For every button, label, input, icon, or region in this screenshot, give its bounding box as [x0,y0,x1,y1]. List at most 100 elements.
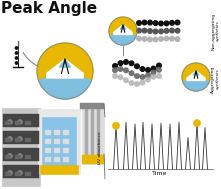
Bar [25,121,31,125]
Circle shape [135,64,139,69]
Circle shape [129,81,134,85]
Circle shape [129,61,134,66]
Circle shape [159,37,163,41]
Circle shape [137,28,141,33]
Circle shape [153,37,158,42]
Bar [2,108,40,186]
Circle shape [175,28,180,33]
Circle shape [137,21,141,25]
Bar [63,130,69,135]
Bar [54,148,60,153]
Circle shape [124,68,128,73]
Circle shape [142,28,147,33]
Circle shape [129,71,134,76]
Circle shape [113,74,117,78]
Bar [45,148,51,153]
Wedge shape [183,77,209,91]
Circle shape [124,60,128,64]
Circle shape [157,63,161,68]
Circle shape [182,63,210,91]
Bar [3,148,39,161]
Bar [54,139,60,144]
Bar [25,138,31,142]
Text: Aggregating
synthesis: Aggregating synthesis [211,65,220,93]
Text: Time: Time [152,171,168,176]
Circle shape [135,82,139,86]
Circle shape [8,119,13,125]
Circle shape [142,20,147,25]
Circle shape [146,68,150,72]
Bar [45,130,51,135]
Bar [3,165,39,178]
Circle shape [157,74,161,78]
Circle shape [164,21,169,26]
Bar [15,121,21,125]
Bar [97,109,100,159]
Circle shape [175,20,180,25]
Polygon shape [47,59,83,78]
Circle shape [17,170,23,176]
Bar [82,155,104,164]
Bar [45,157,51,162]
Circle shape [157,67,161,72]
Circle shape [151,70,156,75]
Polygon shape [120,25,126,29]
Circle shape [140,75,145,79]
Bar [42,117,76,166]
Circle shape [118,67,123,71]
Bar [63,139,69,144]
Bar [105,117,215,179]
Circle shape [153,29,158,34]
Bar [91,109,94,159]
Circle shape [118,75,123,80]
Polygon shape [193,71,199,75]
Circle shape [124,78,128,83]
Text: Non-aggregating
synthesis: Non-aggregating synthesis [211,12,220,50]
Circle shape [146,73,150,78]
Circle shape [8,170,13,176]
Circle shape [135,74,139,78]
Bar [45,139,51,144]
Circle shape [142,37,147,41]
Circle shape [8,136,13,142]
Bar [54,130,60,135]
Polygon shape [187,71,205,81]
Wedge shape [110,31,136,45]
Circle shape [140,67,145,71]
Polygon shape [114,25,132,35]
Polygon shape [59,59,70,67]
Circle shape [153,21,158,25]
Circle shape [151,74,156,79]
Circle shape [159,21,163,26]
Bar [5,121,11,125]
Text: UV absorbance: UV absorbance [98,132,102,164]
Circle shape [17,153,23,159]
Circle shape [164,29,169,33]
Circle shape [109,17,137,45]
Bar [63,148,69,153]
Circle shape [151,66,156,71]
Circle shape [15,52,18,54]
Circle shape [112,122,120,129]
Circle shape [148,37,152,42]
Circle shape [146,77,150,82]
Circle shape [17,136,23,142]
Circle shape [159,29,163,34]
Circle shape [8,153,13,159]
Bar [5,155,11,159]
Bar [15,41,22,69]
Bar [15,155,21,159]
Circle shape [37,43,93,99]
Bar [85,109,88,159]
Bar [82,104,104,164]
Bar [3,114,39,127]
Circle shape [170,21,174,25]
Bar [63,157,69,162]
Bar [5,172,11,176]
Circle shape [170,28,174,33]
Circle shape [164,36,169,41]
Wedge shape [39,71,91,99]
Circle shape [194,120,200,127]
Circle shape [148,29,152,33]
Circle shape [170,36,174,41]
